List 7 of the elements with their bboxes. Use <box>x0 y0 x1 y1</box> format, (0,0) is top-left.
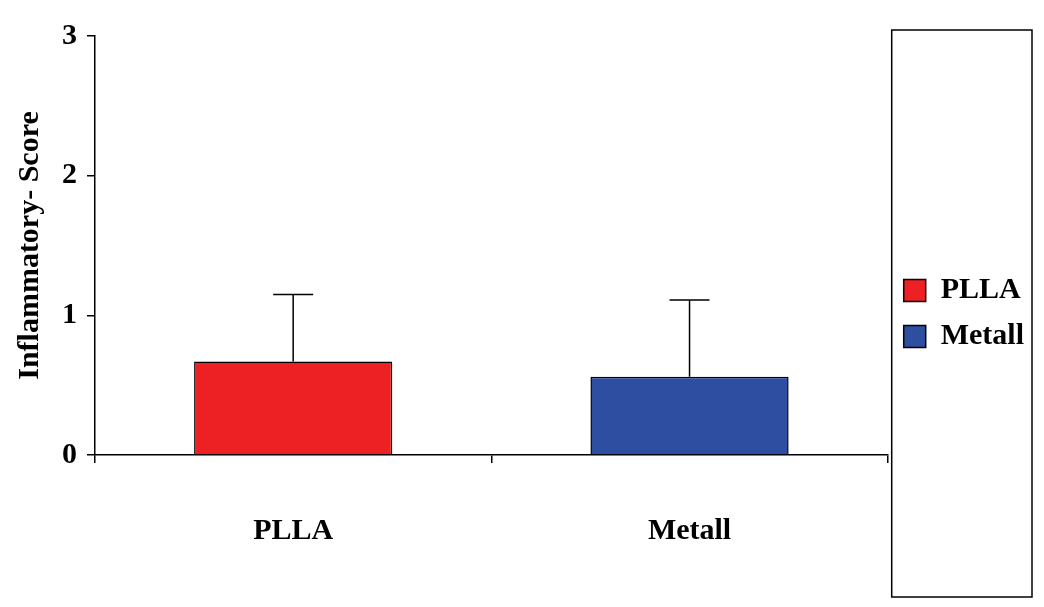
y-axis-title: Inflammatory- Score <box>10 111 44 380</box>
y-tick-label: 3 <box>62 16 77 50</box>
y-tick-label: 2 <box>62 156 77 190</box>
y-tick-label: 1 <box>62 296 77 330</box>
legend-label: PLLA <box>940 271 1022 305</box>
legend-label: Metall <box>940 317 1025 351</box>
y-tick-label: 0 <box>62 435 77 469</box>
